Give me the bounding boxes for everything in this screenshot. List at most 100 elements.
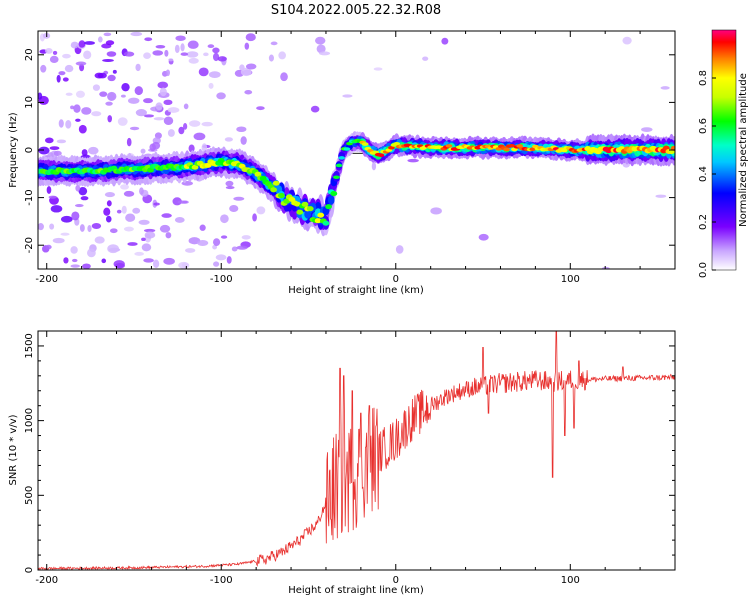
noise-speckle (135, 63, 141, 72)
noise-speckle (185, 248, 196, 253)
noise-speckle (201, 143, 208, 153)
noise-speckle (87, 146, 99, 155)
noise-speckle (107, 74, 116, 82)
noise-speckle (164, 49, 169, 57)
noise-speckle (157, 81, 169, 89)
noise-speckle (116, 209, 122, 214)
noise-speckle (121, 82, 130, 92)
noise-speckle (106, 200, 112, 207)
noise-speckle (79, 224, 85, 232)
noise-speckle (70, 264, 80, 268)
noise-speckle (252, 213, 257, 222)
noise-speckle (74, 204, 84, 208)
noise-speckle (212, 47, 220, 54)
x-tick-label: -100 (210, 575, 233, 586)
noise-speckle (183, 123, 188, 130)
y-tick-label: -10 (24, 189, 35, 205)
noise-speckle (422, 56, 429, 61)
noise-speckle (153, 202, 160, 206)
noise-speckle (102, 58, 114, 62)
noise-speckle (91, 111, 102, 117)
noise-speckle (73, 104, 81, 113)
noise-speckle (75, 118, 81, 122)
noise-speckle (315, 36, 326, 45)
noise-speckle (91, 222, 102, 230)
noise-speckle (174, 217, 185, 223)
spectrum-ridge-cell (343, 147, 351, 151)
spectrum-ridge-cell (293, 201, 301, 207)
colorbar-gradient (711, 29, 737, 271)
noise-speckle (44, 137, 54, 144)
noise-speckle (106, 51, 117, 57)
noise-speckle (130, 31, 143, 37)
noise-speckle (236, 126, 247, 133)
noise-speckle (225, 180, 234, 187)
x-tick-label: -200 (35, 575, 58, 586)
noise-speckle (167, 129, 175, 137)
noise-speckle (45, 47, 53, 54)
x-tick-label: -100 (210, 274, 233, 285)
noise-speckle (220, 235, 228, 239)
noise-speckle (63, 257, 69, 264)
noise-speckle (163, 257, 175, 265)
spectrum-ridge-cell (306, 206, 314, 212)
spectrum-ridge-cell (377, 153, 385, 157)
spectrum-ridge-cell (327, 195, 335, 205)
noise-speckle (60, 232, 70, 236)
colorbar-tick-label: 0.8 (698, 70, 709, 86)
spectrogram-x-label: Height of straight line (km) (288, 285, 424, 296)
noise-speckle (187, 40, 199, 49)
noise-speckle (316, 44, 326, 54)
noise-speckle (178, 261, 190, 269)
noise-speckle (123, 190, 135, 197)
noise-speckle (655, 194, 667, 198)
noise-speckle (38, 223, 44, 231)
spectrum-ridge-cell (508, 144, 516, 148)
spectrum-ridge-cell (322, 220, 330, 226)
noise-speckle (38, 146, 50, 155)
noise-speckle (134, 86, 143, 96)
noise-speckle (75, 61, 87, 66)
noise-speckle (78, 124, 87, 134)
noise-speckle (163, 99, 173, 106)
noise-speckle (40, 64, 47, 73)
noise-speckle (175, 35, 186, 41)
noise-speckle (153, 117, 165, 121)
spectrum-ridge-cell (338, 156, 346, 160)
noise-speckle (94, 72, 104, 79)
noise-speckle (155, 45, 166, 49)
noise-speckle (220, 214, 229, 224)
spectrum-ridge-cell (254, 171, 262, 177)
noise-speckle (178, 126, 185, 135)
noise-speckle (207, 44, 215, 49)
noise-speckle (50, 205, 63, 213)
noise-speckle (114, 262, 125, 269)
colorbar-tick-label: 0.2 (698, 214, 709, 230)
noise-speckle (152, 259, 160, 268)
noise-speckle (256, 206, 266, 215)
noise-speckle (143, 114, 154, 118)
noise-speckle (177, 200, 188, 204)
noise-speckle (167, 107, 180, 113)
noise-speckle (188, 120, 201, 127)
spectrum-ridge-cell (361, 142, 369, 146)
noise-speckle (601, 266, 610, 269)
spectrogram-y-label: Frequency (Hz) (8, 112, 19, 188)
noise-speckle (240, 67, 252, 77)
spectrum-ridge-cell (283, 198, 291, 204)
colorbar-tick-label: 0.4 (698, 166, 709, 182)
noise-speckle (151, 141, 161, 150)
noise-speckle (155, 102, 163, 111)
noise-speckle (107, 91, 117, 101)
noise-speckle (208, 82, 214, 89)
spectrum-ridge-cell (314, 218, 322, 224)
y-tick-label: 0 (24, 147, 35, 153)
noise-speckle (134, 251, 144, 256)
noise-speckle (75, 184, 81, 192)
noise-speckle (87, 248, 96, 258)
spectrum-ridge-cell (301, 201, 309, 207)
noise-speckle (241, 235, 251, 240)
noise-speckle (58, 119, 64, 128)
snr-series-line (38, 331, 675, 570)
